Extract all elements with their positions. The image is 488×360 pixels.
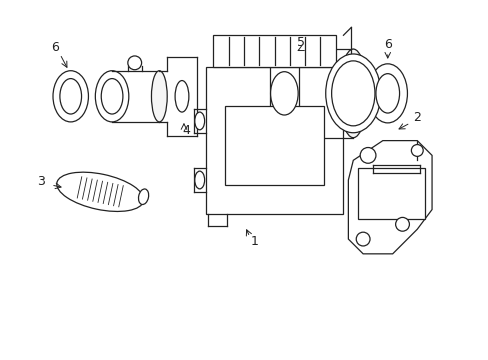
Ellipse shape: [325, 54, 380, 133]
Text: 6: 6: [383, 38, 391, 51]
Bar: [225, 106, 323, 185]
Ellipse shape: [151, 71, 167, 122]
Ellipse shape: [175, 81, 188, 112]
Ellipse shape: [101, 78, 122, 114]
Ellipse shape: [53, 71, 88, 122]
Ellipse shape: [367, 64, 407, 123]
Ellipse shape: [194, 112, 204, 130]
Bar: [205, 67, 343, 215]
Ellipse shape: [138, 189, 148, 204]
Text: 4: 4: [182, 124, 189, 137]
Ellipse shape: [270, 72, 298, 115]
Text: 1: 1: [250, 235, 258, 248]
Ellipse shape: [194, 171, 204, 189]
Bar: [213, 35, 335, 67]
Ellipse shape: [339, 49, 366, 138]
Text: 3: 3: [37, 175, 45, 189]
Ellipse shape: [95, 71, 128, 122]
Ellipse shape: [360, 148, 375, 163]
Polygon shape: [347, 141, 431, 254]
Ellipse shape: [57, 172, 143, 211]
Ellipse shape: [395, 217, 408, 231]
Bar: [358, 168, 424, 219]
Text: 2: 2: [412, 112, 420, 125]
Text: 5: 5: [297, 36, 305, 49]
Text: 6: 6: [51, 41, 59, 54]
Ellipse shape: [60, 78, 81, 114]
Ellipse shape: [331, 61, 374, 126]
Ellipse shape: [375, 74, 399, 113]
Ellipse shape: [356, 232, 369, 246]
Ellipse shape: [127, 56, 142, 70]
Ellipse shape: [410, 145, 422, 156]
